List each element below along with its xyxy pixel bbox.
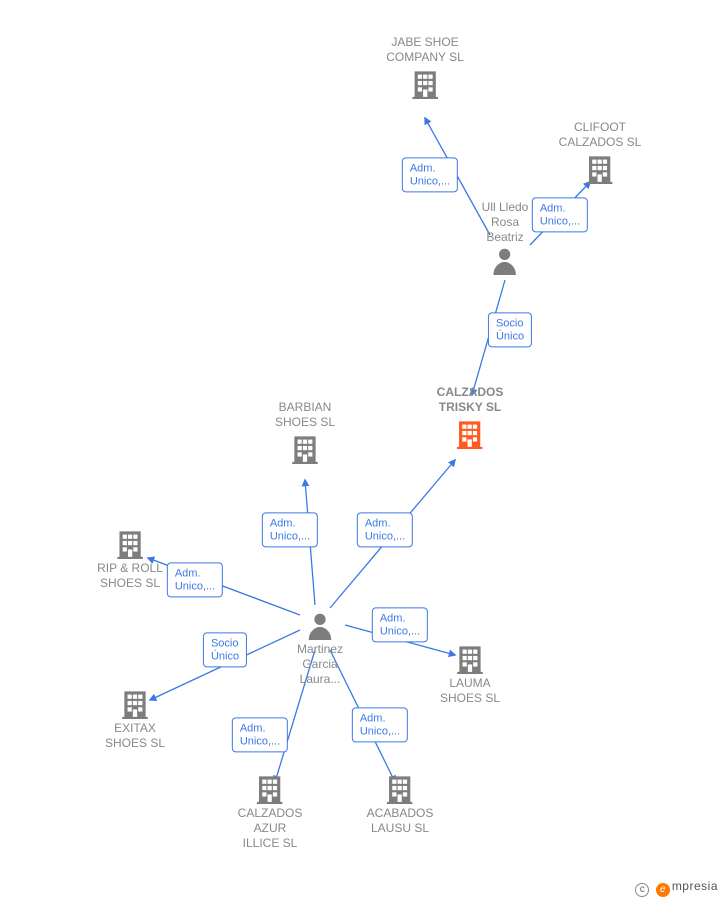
node-label: ACABADOS LAUSU SL xyxy=(367,806,434,836)
building-icon xyxy=(253,770,287,804)
building-icon xyxy=(113,525,147,559)
company-node: EXITAX SHOES SL xyxy=(105,685,165,751)
diagram-canvas: JABE SHOE COMPANY SL CLIFOOT CALZADOS SL U… xyxy=(0,0,728,905)
company-node: LAUMA SHOES SL xyxy=(440,640,500,706)
node-label: CALZADOS TRISKY SL xyxy=(437,385,504,415)
edge-label: Adm. Unico,... xyxy=(352,707,408,742)
edge-label: Adm. Unico,... xyxy=(372,607,428,642)
node-label: JABE SHOE COMPANY SL xyxy=(386,35,464,65)
copyright: c empresia xyxy=(635,878,718,897)
company-node: BARBIAN SHOES SL xyxy=(275,400,335,466)
node-label: CLIFOOT CALZADOS SL xyxy=(559,120,642,150)
company-node: RIP & ROLL SHOES SL xyxy=(97,525,163,591)
company-node: ACABADOS LAUSU SL xyxy=(367,770,434,836)
person-icon xyxy=(305,610,335,640)
building-icon xyxy=(383,770,417,804)
node-label: BARBIAN SHOES SL xyxy=(275,400,335,430)
building-icon xyxy=(453,640,487,674)
building-icon xyxy=(288,430,322,464)
node-label: RIP & ROLL SHOES SL xyxy=(97,561,163,591)
building-icon xyxy=(453,415,487,449)
person-icon xyxy=(490,245,520,275)
brand-text: mpresia xyxy=(672,879,718,893)
edge-label: Adm. Unico,... xyxy=(167,562,223,597)
node-label: CALZADOS AZUR ILLICE SL xyxy=(238,806,303,851)
company-node: CALZADOS AZUR ILLICE SL xyxy=(238,770,303,851)
building-icon xyxy=(118,685,152,719)
node-label: EXITAX SHOES SL xyxy=(105,721,165,751)
company-node: CALZADOS TRISKY SL xyxy=(437,385,504,451)
person-node: Martinez Garcia Laura... xyxy=(297,610,343,687)
building-icon xyxy=(408,65,442,99)
edge-label: Adm. Unico,... xyxy=(232,717,288,752)
edge-label: Adm. Unico,... xyxy=(402,157,458,192)
node-label: Martinez Garcia Laura... xyxy=(297,642,343,687)
edge-label: Adm. Unico,... xyxy=(357,512,413,547)
company-node: JABE SHOE COMPANY SL xyxy=(386,35,464,101)
edge-label: Adm. Unico,... xyxy=(262,512,318,547)
node-label: Ull Lledo Rosa Beatriz xyxy=(482,200,529,245)
copyright-icon: c xyxy=(635,883,649,897)
brand-logo-icon: e xyxy=(656,883,670,897)
node-label: LAUMA SHOES SL xyxy=(440,676,500,706)
edge-label: Socio Único xyxy=(488,312,532,347)
building-icon xyxy=(583,150,617,184)
edge-label: Socio Único xyxy=(203,632,247,667)
company-node: CLIFOOT CALZADOS SL xyxy=(559,120,642,186)
edge-label: Adm. Unico,... xyxy=(532,197,588,232)
person-node: Ull Lledo Rosa Beatriz xyxy=(482,200,529,277)
